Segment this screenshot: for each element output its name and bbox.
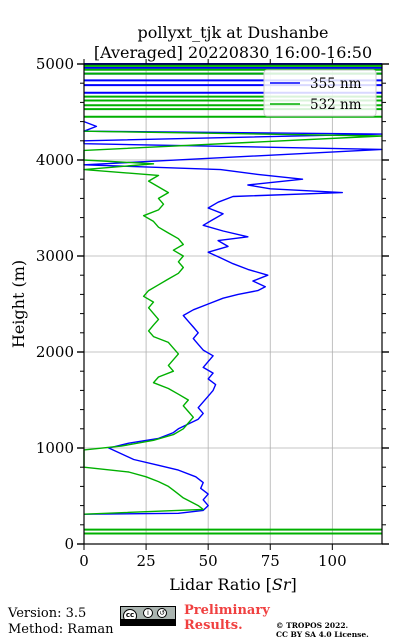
y-axis-label: Height (m) bbox=[9, 260, 28, 348]
method-text: Method: Raman bbox=[8, 622, 114, 637]
copyright-notice: © TROPOS 2022. CC BY SA 4.0 License. bbox=[276, 621, 369, 639]
copyright-line-1: © TROPOS 2022. bbox=[276, 621, 349, 630]
y-tick-label: 5000 bbox=[36, 55, 74, 73]
x-tick-label: 0 bbox=[79, 552, 89, 570]
x-axis-label: Lidar Ratio [Sr] bbox=[169, 575, 297, 594]
series-line-355-nm bbox=[83, 120, 383, 515]
y-tick-label: 0 bbox=[64, 535, 74, 553]
chart-title: pollyxt_tjk at Dushanbe bbox=[137, 23, 328, 42]
preliminary-line-1: Preliminary bbox=[184, 603, 270, 618]
x-tick-label: 100 bbox=[318, 552, 347, 570]
legend-label-532: 532 nm bbox=[310, 97, 362, 113]
x-tick-label: 75 bbox=[261, 552, 280, 570]
y-tick-label: 4000 bbox=[36, 151, 74, 169]
y-tick-label: 3000 bbox=[36, 247, 74, 265]
legend-label-355: 355 nm bbox=[310, 76, 362, 92]
x-tick-label: 25 bbox=[137, 552, 156, 570]
chart-subtitle: [Averaged] 20220830 16:00-16:50 bbox=[94, 43, 372, 62]
copyright-line-2: CC BY SA 4.0 License. bbox=[276, 630, 369, 639]
cc-by-icon: i bbox=[143, 608, 153, 618]
version-text: Version: 3.5 bbox=[8, 606, 87, 621]
data-series bbox=[83, 63, 383, 535]
x-tick-label: 50 bbox=[199, 552, 218, 570]
preliminary-notice: Preliminary Results. bbox=[184, 603, 270, 633]
preliminary-line-2: Results. bbox=[184, 618, 243, 633]
y-tick-label: 1000 bbox=[36, 439, 74, 457]
footer-meta: Version: 3.5 Method: Raman bbox=[8, 606, 114, 638]
cc-by-sa-badge-icon: cc i ↺ bbox=[120, 606, 176, 626]
plot-frame bbox=[83, 63, 383, 545]
legend: 355 nm 532 nm bbox=[263, 69, 377, 117]
cc-sa-icon: ↺ bbox=[157, 608, 167, 618]
cc-badge-strip bbox=[121, 619, 175, 625]
y-tick-label: 2000 bbox=[36, 343, 74, 361]
